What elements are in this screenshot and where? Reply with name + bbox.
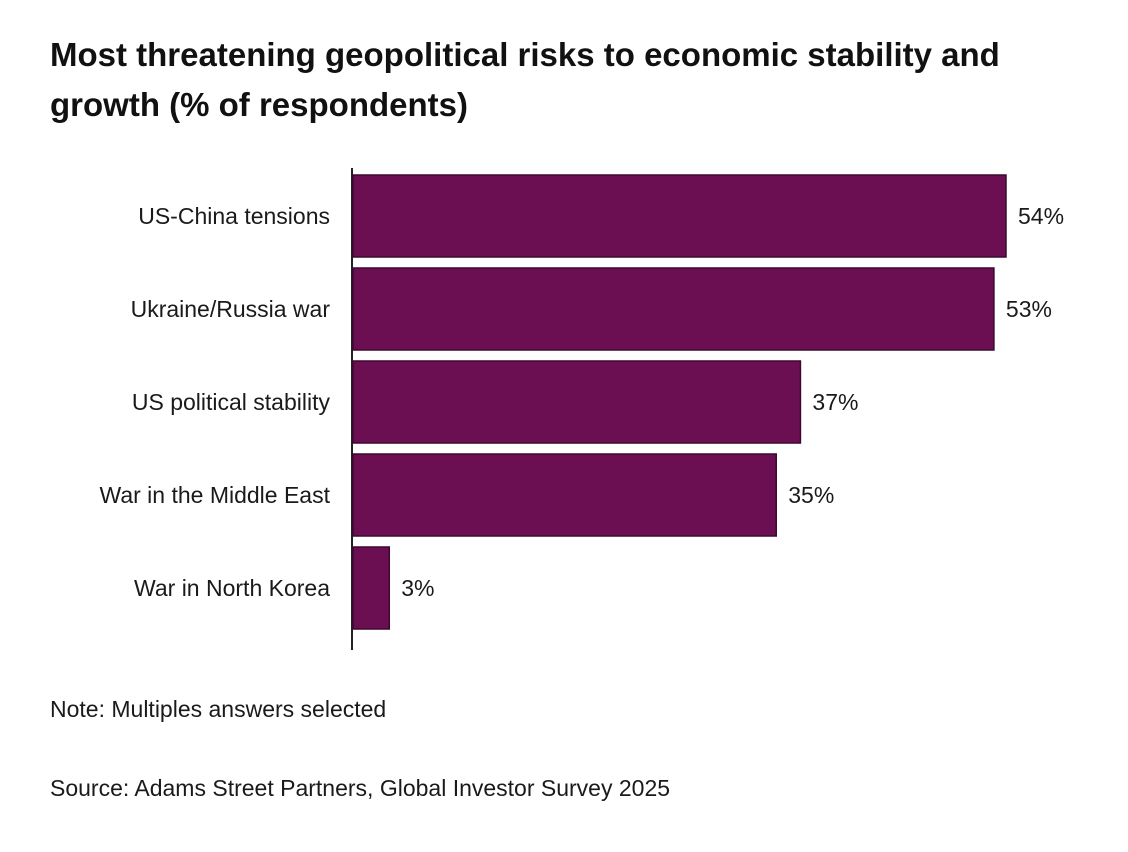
value-label: 53% — [1006, 296, 1052, 322]
chart-note: Note: Multiples answers selected — [50, 696, 387, 722]
bar-0 — [352, 174, 1007, 258]
category-label: US political stability — [132, 389, 331, 415]
bar-2 — [352, 360, 802, 444]
chart-title: Most threatening geopolitical risks to e… — [50, 36, 1000, 123]
category-label: Ukraine/Russia war — [131, 296, 331, 322]
value-label: 3% — [401, 575, 434, 601]
category-label: War in North Korea — [134, 575, 330, 601]
value-label: 37% — [812, 389, 858, 415]
value-label: 35% — [788, 482, 834, 508]
value-label: 54% — [1018, 203, 1064, 229]
bar-chart-svg: US-China tensions 54% Ukraine/Russia war 53… — [99, 168, 1064, 650]
bar-4 — [352, 546, 391, 630]
category-label: War in the Middle East — [99, 482, 330, 508]
category-label: US-China tensions — [138, 203, 330, 229]
chart-source: Source: Adams Street Partners, Global In… — [50, 775, 671, 801]
bar-1 — [352, 267, 995, 351]
bar-chart: US-China tensions 54% Ukraine/Russia war 53… — [0, 160, 1128, 665]
bar-3 — [352, 453, 777, 537]
